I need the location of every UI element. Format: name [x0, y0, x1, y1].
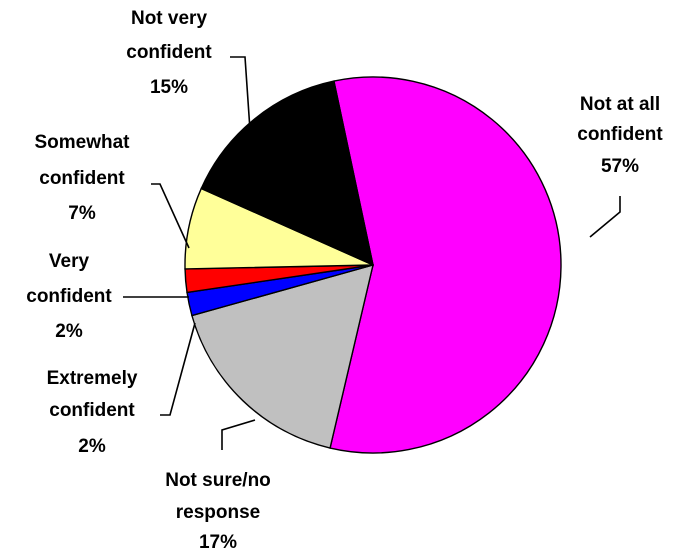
slice-label-4: confident: [39, 168, 125, 189]
leader-line-1: [221, 419, 256, 450]
leader-line-0: [589, 196, 621, 238]
slice-label-5: Not very: [131, 8, 207, 29]
pie-slices: [184, 76, 562, 454]
slice-label-4: Somewhat: [34, 132, 130, 153]
leader-line-2: [160, 322, 196, 416]
slice-label-0: Not at all: [580, 94, 660, 115]
pie-slice-5: [200, 80, 374, 267]
slice-label-2: confident: [49, 400, 135, 421]
slice-value-2: 2%: [78, 436, 106, 457]
slice-value-1: 17%: [199, 532, 237, 553]
slice-label-3: Very: [49, 251, 90, 272]
slice-label-5: confident: [126, 42, 212, 63]
leader-line-5: [230, 56, 251, 131]
slice-label-0: confident: [577, 124, 663, 145]
leader-line-4: [151, 183, 190, 249]
slice-label-3: confident: [26, 286, 112, 307]
leader-lines: [123, 56, 621, 450]
slice-label-1: response: [176, 502, 260, 523]
slice-value-5: 15%: [150, 77, 188, 98]
slice-label-2: Extremely: [47, 368, 138, 389]
pie-slice-0: [329, 76, 562, 454]
slice-labels: Not at all confident 57% Not sure/no respons…: [26, 8, 663, 553]
slice-label-1: Not sure/no: [165, 470, 271, 491]
slice-value-3: 2%: [55, 321, 83, 342]
pie-slice-1: [191, 264, 374, 449]
slice-value-4: 7%: [68, 203, 96, 224]
slice-value-0: 57%: [601, 156, 639, 177]
